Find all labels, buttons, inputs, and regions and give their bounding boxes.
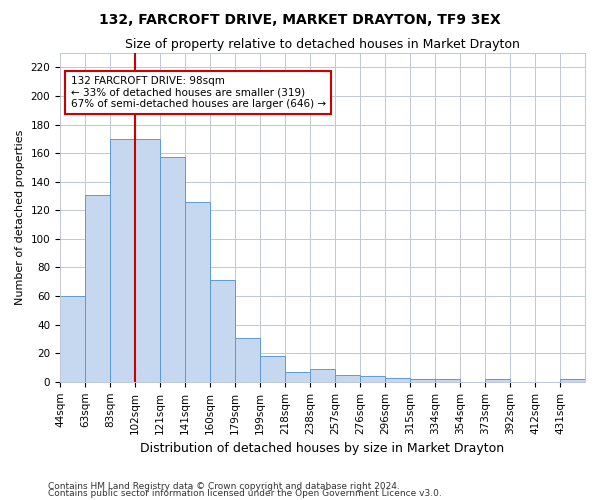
Bar — [410, 379, 435, 382]
Text: Contains HM Land Registry data © Crown copyright and database right 2024.: Contains HM Land Registry data © Crown c… — [48, 482, 400, 491]
Bar — [110, 139, 135, 382]
Bar — [560, 379, 585, 382]
Bar — [335, 374, 360, 382]
Text: 132, FARCROFT DRIVE, MARKET DRAYTON, TF9 3EX: 132, FARCROFT DRIVE, MARKET DRAYTON, TF9… — [99, 12, 501, 26]
Bar — [210, 280, 235, 382]
Bar — [285, 372, 310, 382]
X-axis label: Distribution of detached houses by size in Market Drayton: Distribution of detached houses by size … — [140, 442, 505, 455]
Bar — [135, 139, 160, 382]
Bar — [235, 338, 260, 382]
Bar — [85, 194, 110, 382]
Bar — [435, 379, 460, 382]
Bar — [485, 379, 510, 382]
Text: Contains public sector information licensed under the Open Government Licence v3: Contains public sector information licen… — [48, 490, 442, 498]
Text: 132 FARCROFT DRIVE: 98sqm
← 33% of detached houses are smaller (319)
67% of semi: 132 FARCROFT DRIVE: 98sqm ← 33% of detac… — [71, 76, 326, 110]
Bar — [185, 202, 210, 382]
Bar — [260, 356, 285, 382]
Title: Size of property relative to detached houses in Market Drayton: Size of property relative to detached ho… — [125, 38, 520, 51]
Bar — [360, 376, 385, 382]
Bar — [60, 296, 85, 382]
Bar — [385, 378, 410, 382]
Y-axis label: Number of detached properties: Number of detached properties — [15, 130, 25, 305]
Bar — [310, 369, 335, 382]
Bar — [160, 158, 185, 382]
